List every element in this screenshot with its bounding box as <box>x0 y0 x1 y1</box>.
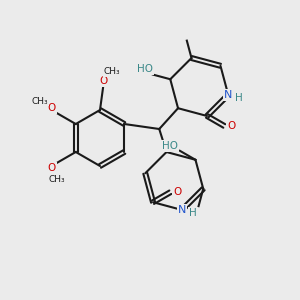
Text: CH₃: CH₃ <box>48 175 65 184</box>
Text: O: O <box>173 187 182 197</box>
Text: O: O <box>48 163 56 173</box>
Text: H: H <box>236 93 243 103</box>
Text: O: O <box>48 103 56 113</box>
Text: N: N <box>224 90 232 100</box>
Text: HO: HO <box>162 141 178 151</box>
Text: CH₃: CH₃ <box>104 68 120 76</box>
Text: CH₃: CH₃ <box>32 97 48 106</box>
Text: O: O <box>227 121 236 131</box>
Text: N: N <box>178 205 186 215</box>
Text: O: O <box>99 76 107 86</box>
Text: HO: HO <box>137 64 153 74</box>
Text: H: H <box>189 208 197 218</box>
